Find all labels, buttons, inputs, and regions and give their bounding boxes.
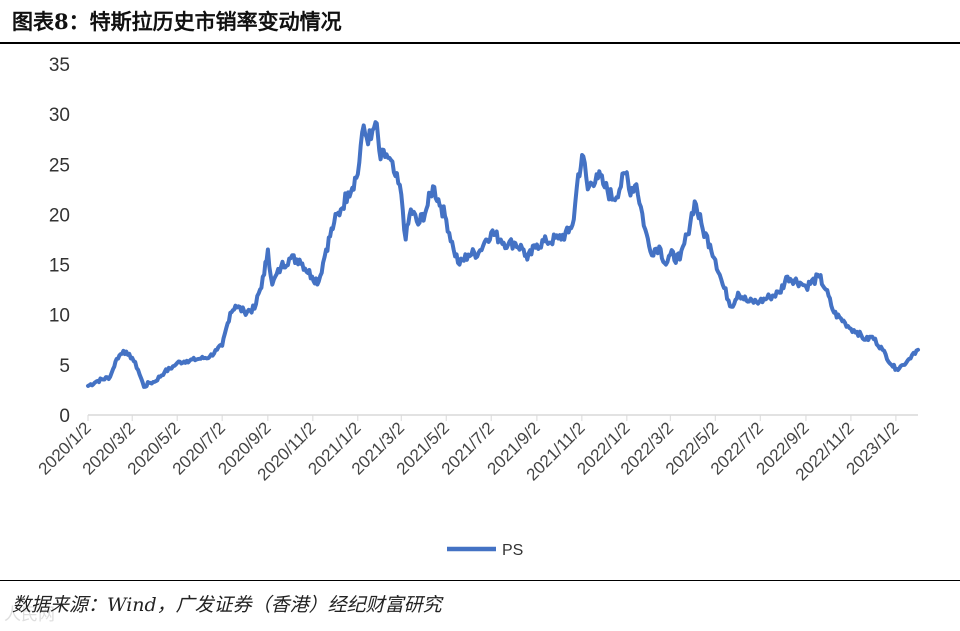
footer-rule: [0, 580, 960, 581]
source-note: 数据来源：Wind，广发证券（香港）经纪财富研究: [12, 594, 442, 616]
y-tick-label: 30: [49, 105, 70, 126]
legend: PS: [447, 542, 523, 559]
series-line-ps: [86, 120, 920, 389]
y-axis: 0 5 10 15 20 25 30 35: [49, 55, 70, 427]
watermark-text: 人民网: [4, 605, 55, 625]
x-axis: 2020/1/22020/3/22020/5/22020/7/22020/9/2…: [35, 415, 903, 484]
y-tick-label: 10: [49, 306, 70, 327]
chart-title: 图表8：特斯拉历史市销率变动情况: [12, 9, 342, 34]
legend-label-ps: PS: [502, 542, 523, 559]
title-rule: [0, 42, 960, 44]
y-tick-label: 20: [49, 205, 70, 226]
y-tick-label: 35: [49, 55, 70, 76]
y-tick-label: 25: [49, 155, 70, 176]
ps-line-chart: 0 5 10 15 20 25 30 35 2020/1/22020/3/22020/5/22…: [35, 55, 920, 559]
y-tick-label: 0: [59, 406, 70, 427]
y-tick-label: 5: [59, 356, 70, 377]
y-tick-label: 15: [49, 256, 70, 277]
